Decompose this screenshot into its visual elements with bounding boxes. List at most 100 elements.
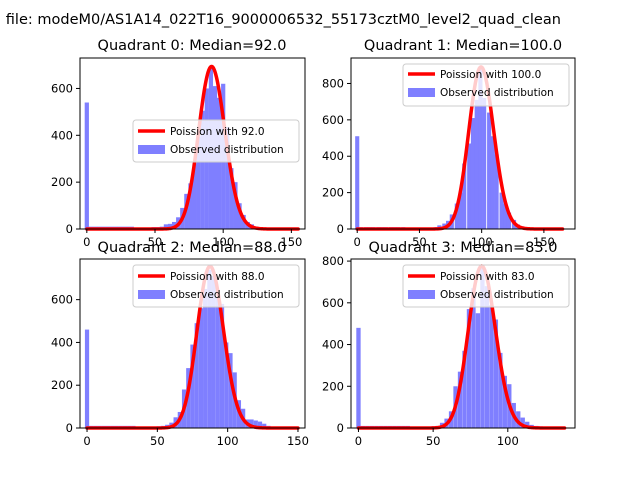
histogram-bar bbox=[249, 419, 254, 428]
histogram-bar bbox=[237, 203, 242, 229]
histogram-bar bbox=[188, 183, 193, 229]
histogram-bar bbox=[520, 417, 525, 428]
quadrant-3-axes bbox=[350, 258, 576, 429]
histogram-bar bbox=[262, 423, 267, 428]
y-tick-label: 400 bbox=[322, 338, 344, 352]
quadrant-3-legend-hist-label: Observed distribution bbox=[440, 289, 554, 301]
histogram-bar bbox=[498, 352, 503, 428]
quadrant-3-legend: Poission with 83.0 Observed distribution bbox=[402, 264, 570, 308]
quadrant-1-legend-hist-swatch bbox=[408, 88, 435, 97]
histogram-bar bbox=[493, 319, 499, 428]
histogram-bar bbox=[478, 68, 483, 229]
x-tick-label: 50 bbox=[148, 235, 163, 249]
x-tick-label: 50 bbox=[426, 434, 441, 448]
y-tick-label: 600 bbox=[51, 293, 73, 307]
histogram-bar bbox=[200, 110, 205, 229]
quadrant-2-legend-box bbox=[132, 264, 300, 308]
quadrant-0-axes bbox=[79, 57, 306, 230]
quadrant-1-legend-line-label: Poission with 100.0 bbox=[440, 69, 541, 81]
quadrant-0-title: Quadrant 0: Median=92.0 bbox=[98, 38, 287, 54]
x-tick-label: 100 bbox=[471, 235, 493, 249]
histogram-bar bbox=[211, 276, 216, 428]
quadrant-0-legend-line-label: Poission with 92.0 bbox=[170, 126, 265, 138]
quadrant-0-panel: Quadrant 0: Median=92.0 0 50 100 150 0 200 400… bbox=[51, 38, 306, 249]
histogram-bar bbox=[474, 99, 479, 229]
histogram-bar bbox=[487, 112, 492, 229]
histogram-bar bbox=[525, 421, 530, 428]
histogram-bar bbox=[257, 421, 263, 428]
histogram-bar bbox=[457, 371, 463, 428]
histogram-bar bbox=[198, 308, 204, 428]
y-tick-label: 600 bbox=[51, 81, 73, 95]
histogram-bar bbox=[475, 313, 481, 428]
quadrant-0-legend-box bbox=[132, 119, 300, 163]
y-tick-label: 0 bbox=[337, 222, 344, 236]
histogram-bar bbox=[482, 98, 487, 230]
histogram-bar bbox=[84, 102, 89, 229]
histogram-bar bbox=[228, 353, 233, 428]
histogram-bar bbox=[84, 329, 90, 428]
histogram-bar bbox=[458, 192, 463, 229]
histogram-bar bbox=[253, 420, 258, 428]
quadrant-2-axes bbox=[79, 258, 306, 429]
x-tick-label: 100 bbox=[217, 434, 239, 448]
quadrant-1-legend-box bbox=[402, 63, 570, 107]
quadrant-3-legend-line-label: Poission with 83.0 bbox=[440, 271, 535, 283]
x-tick-label: 150 bbox=[533, 235, 555, 249]
histogram-bar bbox=[355, 136, 360, 229]
histogram-bar bbox=[499, 192, 504, 229]
histogram-bar bbox=[502, 375, 507, 428]
y-tick-label: 400 bbox=[322, 149, 344, 163]
quadrant-2-ticks: 0 50 100 150 0 200 400 600 bbox=[51, 293, 309, 448]
y-tick-label: 600 bbox=[322, 296, 344, 310]
quadrant-2-legend-line-label: Poission with 88.0 bbox=[170, 271, 265, 283]
quadrant-1-legend: Poission with 100.0 Observed distributio… bbox=[402, 63, 570, 107]
quadrant-2-panel: Quadrant 2: Median=88.0 0 50 100 150 0 200 400… bbox=[51, 240, 309, 448]
quadrant-3-ticks: 0 50 100 0 200 400 600 800 bbox=[322, 254, 519, 448]
x-tick-label: 0 bbox=[83, 235, 90, 249]
quadrant-0-ticks: 0 50 100 150 0 200 400 600 bbox=[51, 81, 302, 249]
histogram-bar bbox=[225, 127, 230, 229]
histogram-bar bbox=[462, 350, 467, 428]
y-tick-label: 800 bbox=[322, 254, 344, 268]
histogram-bar bbox=[494, 154, 499, 229]
quadrant-1-panel: Quadrant 1: Median=100.0 0 50 100 150 0 200 40… bbox=[322, 38, 576, 249]
quadrant-1-ticks: 0 50 100 150 0 200 400 600 800 bbox=[322, 76, 555, 249]
histogram-bar bbox=[219, 303, 225, 428]
histogram-bar bbox=[167, 223, 173, 229]
y-tick-label: 400 bbox=[51, 128, 73, 142]
histogram-bar bbox=[215, 297, 220, 428]
quadrant-3-panel: Quadrant 3: Median=83.0 0 50 100 0 200 400 600… bbox=[322, 240, 576, 448]
histogram-bar bbox=[462, 163, 467, 229]
quadrant-0-legend: Poission with 92.0 Observed distribution bbox=[132, 119, 300, 163]
quadrant-2-legend: Poission with 88.0 Observed distribution bbox=[132, 264, 300, 308]
histogram-bar bbox=[216, 97, 222, 229]
figure-title: n file: modeM0/AS1A14_022T16_9000006532_… bbox=[0, 12, 561, 28]
quadrant-2-legend-hist-label: Observed distribution bbox=[170, 289, 284, 301]
quadrant-2-title: Quadrant 2: Median=88.0 bbox=[98, 240, 287, 256]
x-tick-label: 100 bbox=[212, 235, 234, 249]
y-tick-label: 400 bbox=[51, 335, 73, 349]
quadrant-0-legend-hist-label: Observed distribution bbox=[170, 144, 284, 156]
y-tick-label: 600 bbox=[322, 113, 344, 127]
histogram-bar bbox=[207, 269, 212, 428]
quadrant-1-axes bbox=[350, 57, 576, 230]
x-tick-label: 50 bbox=[412, 235, 427, 249]
histogram-bar bbox=[224, 342, 229, 428]
y-tick-label: 0 bbox=[66, 421, 73, 435]
y-tick-label: 200 bbox=[322, 186, 344, 200]
y-tick-label: 200 bbox=[51, 378, 73, 392]
quadrant-0-legend-hist-swatch bbox=[138, 145, 165, 154]
y-tick-label: 200 bbox=[51, 175, 73, 189]
histogram-bar bbox=[454, 203, 459, 229]
histogram-bar bbox=[466, 309, 472, 428]
y-tick-label: 800 bbox=[322, 76, 344, 90]
quadrant-3-title: Quadrant 3: Median=83.0 bbox=[369, 240, 558, 256]
histogram-bar bbox=[484, 286, 490, 428]
x-tick-label: 50 bbox=[150, 434, 165, 448]
histogram-bar bbox=[196, 136, 201, 229]
x-tick-label: 150 bbox=[287, 434, 309, 448]
quadrant-1-title: Quadrant 1: Median=100.0 bbox=[364, 38, 562, 54]
histogram-bar bbox=[467, 143, 472, 229]
